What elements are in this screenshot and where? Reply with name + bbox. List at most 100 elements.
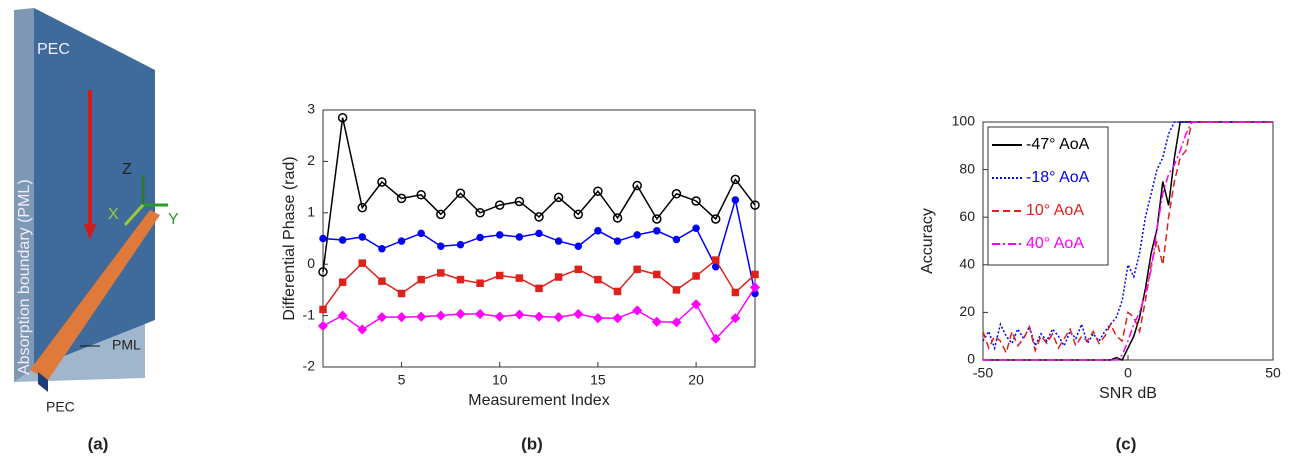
label: PEC xyxy=(37,41,70,58)
y-tick-label: 0 xyxy=(307,255,315,271)
marker xyxy=(573,209,584,220)
marker xyxy=(632,180,642,191)
marker xyxy=(593,186,603,196)
marker xyxy=(338,236,347,244)
marker xyxy=(613,287,622,296)
x-axis-label: Measurement Index xyxy=(468,392,609,409)
marker xyxy=(730,313,741,324)
marker xyxy=(653,227,661,235)
marker xyxy=(612,313,623,324)
marker xyxy=(494,200,505,210)
x-tick-label: 50 xyxy=(1265,365,1281,381)
marker xyxy=(358,233,367,241)
series-line xyxy=(322,117,756,273)
marker xyxy=(730,174,741,185)
marker xyxy=(358,259,367,267)
marker xyxy=(632,305,643,316)
wall-pec xyxy=(34,8,155,368)
marker xyxy=(397,237,406,245)
marker xyxy=(437,242,445,250)
marker xyxy=(554,273,563,281)
panel-a-illustration: PEC Absorption boundary (PML) Z X Y PML … xyxy=(14,8,179,415)
label: PML xyxy=(112,337,141,353)
marker xyxy=(317,320,329,331)
legend-label: 40° AoA xyxy=(1026,235,1084,252)
marker xyxy=(751,270,759,279)
y-tick-label: 100 xyxy=(952,113,976,129)
x-tick-label: 15 xyxy=(590,372,606,388)
marker xyxy=(672,235,681,244)
plot-frame xyxy=(322,109,756,368)
y-tick-label: 1 xyxy=(307,204,315,220)
marker xyxy=(731,196,740,204)
marker xyxy=(671,317,682,328)
caption: (a) xyxy=(88,434,109,453)
marker xyxy=(437,269,445,277)
marker xyxy=(397,289,406,298)
marker xyxy=(553,312,564,323)
marker xyxy=(456,240,465,249)
marker xyxy=(574,265,583,274)
marker xyxy=(633,265,641,274)
marker xyxy=(436,209,446,220)
marker xyxy=(553,192,564,203)
label: Z xyxy=(122,161,132,178)
y-tick-label: -1 xyxy=(303,306,316,322)
marker xyxy=(515,233,524,241)
marker xyxy=(435,310,446,321)
legend-box xyxy=(987,126,1109,266)
wall-pml xyxy=(14,8,34,382)
marker xyxy=(514,309,525,320)
marker xyxy=(533,311,545,322)
label: X xyxy=(108,206,119,223)
marker xyxy=(514,196,525,207)
marker xyxy=(337,112,348,123)
y-tick-label: 2 xyxy=(307,152,315,168)
marker xyxy=(337,310,348,321)
marker xyxy=(318,267,328,277)
marker xyxy=(476,233,484,242)
marker xyxy=(672,286,681,294)
marker xyxy=(692,224,700,232)
marker xyxy=(691,196,701,206)
axis-x xyxy=(123,203,145,227)
marker xyxy=(554,237,563,245)
y-axis-label: Differential Phase (rad) xyxy=(281,156,298,320)
marker xyxy=(653,270,661,279)
marker xyxy=(377,177,387,187)
marker xyxy=(338,278,347,286)
label: Absorption boundary (PML) xyxy=(16,179,33,375)
marker xyxy=(613,237,622,245)
x-tick-label: 20 xyxy=(688,372,704,388)
marker xyxy=(417,275,425,284)
marker xyxy=(417,229,425,238)
legend-label: 10° AoA xyxy=(1026,202,1084,219)
y-tick-label: 3 xyxy=(307,101,315,117)
series-line xyxy=(983,121,1273,361)
marker xyxy=(535,284,543,293)
marker xyxy=(455,188,466,199)
marker xyxy=(711,256,720,264)
marker xyxy=(357,324,368,335)
marker xyxy=(534,212,544,222)
marker xyxy=(535,229,543,238)
marker xyxy=(515,274,524,282)
legend-label: -47° AoA xyxy=(1026,136,1090,153)
marker xyxy=(691,299,702,310)
marker xyxy=(494,311,505,322)
marker xyxy=(671,189,682,199)
marker xyxy=(396,193,407,204)
marker xyxy=(396,312,407,323)
x-tick-label: -50 xyxy=(973,365,993,381)
x-axis-label: SNR dB xyxy=(1099,385,1157,402)
marker xyxy=(378,277,386,285)
marker xyxy=(476,279,484,287)
marker xyxy=(573,308,584,320)
caption: (b) xyxy=(521,434,543,453)
label: Y xyxy=(168,211,179,228)
marker xyxy=(692,272,700,280)
marker xyxy=(495,231,504,239)
marker xyxy=(651,316,662,327)
marker xyxy=(376,312,387,323)
